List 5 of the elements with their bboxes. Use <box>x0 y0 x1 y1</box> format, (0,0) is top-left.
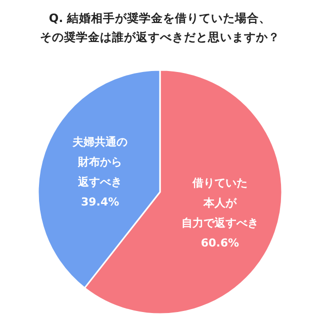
slice-label: 借りていた本人が自力で返すべき <box>181 176 258 230</box>
slice-label: 夫婦共通の財布から返すべき <box>72 135 128 188</box>
data-label: 39.4% <box>80 195 120 208</box>
data-label: 60.6% <box>200 236 240 250</box>
chart-title: Q. 結婚相手が奨学金を借りていた場合、その奨学金は誰が返すべきだと思いますか？ <box>40 11 280 44</box>
